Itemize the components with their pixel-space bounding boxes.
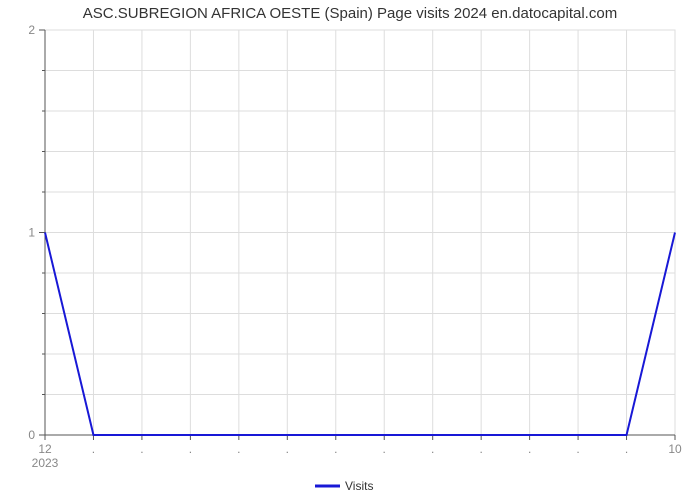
legend-label: Visits <box>345 479 373 493</box>
chart-container: ASC.SUBREGION AFRICA OESTE (Spain) Page … <box>0 0 700 500</box>
x-tick-label: . <box>431 442 434 456</box>
x-tick-label: . <box>625 442 628 456</box>
x-tick-label: . <box>383 442 386 456</box>
x-tick-label: . <box>286 442 289 456</box>
x-tick-label: . <box>479 442 482 456</box>
x-tick-label: 12 <box>38 442 52 456</box>
x-tick-label: 10 <box>668 442 682 456</box>
x-tick-label: . <box>334 442 337 456</box>
x-axis-secondary-label: 2023 <box>32 456 59 470</box>
y-tick-label: 1 <box>28 226 35 240</box>
x-tick-label: . <box>92 442 95 456</box>
y-tick-label: 2 <box>28 23 35 37</box>
chart-bg <box>0 0 700 500</box>
y-tick-label: 0 <box>28 428 35 442</box>
line-chart: ASC.SUBREGION AFRICA OESTE (Spain) Page … <box>0 0 700 500</box>
chart-title: ASC.SUBREGION AFRICA OESTE (Spain) Page … <box>83 5 617 22</box>
x-tick-label: . <box>528 442 531 456</box>
x-tick-label: . <box>576 442 579 456</box>
x-tick-label: . <box>140 442 143 456</box>
x-tick-label: . <box>237 442 240 456</box>
x-tick-label: . <box>189 442 192 456</box>
